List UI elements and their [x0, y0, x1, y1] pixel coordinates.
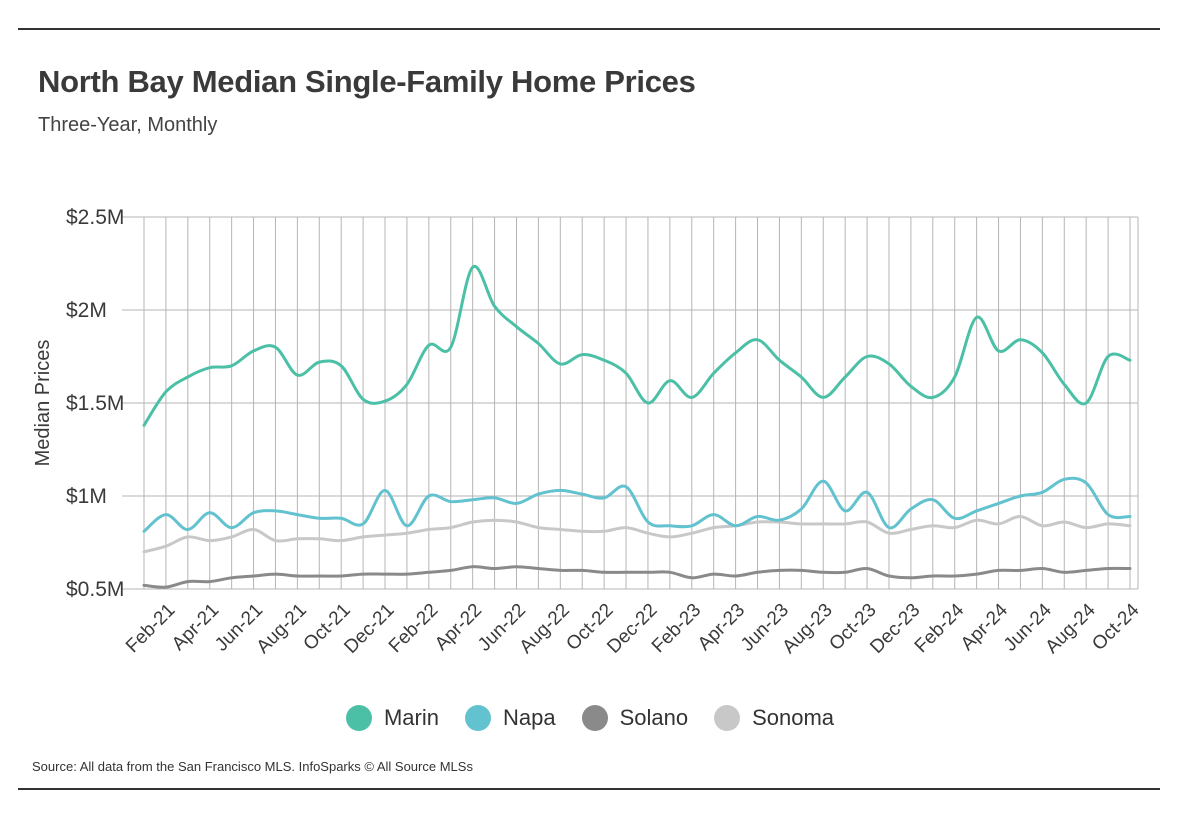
- y-axis-label: Median Prices: [32, 340, 54, 467]
- chart-legend: Marin Napa Solano Sonoma: [0, 705, 1180, 731]
- chart-subtitle: Three-Year, Monthly: [38, 114, 218, 136]
- series-line-solano: [142, 565, 1132, 589]
- x-tick-label: Feb-21: [122, 600, 179, 657]
- y-tick-label: $1.5M: [66, 392, 124, 415]
- y-tick-label: $2.5M: [66, 206, 124, 229]
- x-tick-label: Dec-23: [866, 600, 924, 658]
- series-line-napa: [142, 476, 1132, 533]
- legend-item-napa: Napa: [464, 705, 556, 731]
- chart-title: North Bay Median Single-Family Home Pric…: [38, 64, 696, 99]
- legend-label: Sonoma: [752, 705, 835, 730]
- x-tick-label: Feb-24: [911, 599, 969, 657]
- x-tick-label: Aug-22: [516, 600, 574, 658]
- x-tick-label: Apr-23: [694, 600, 749, 655]
- x-tick-label: Feb-23: [648, 600, 705, 657]
- legend-item-solano: Solano: [581, 705, 689, 731]
- x-tick-label: Apr-21: [168, 600, 223, 655]
- x-axis-ticks: Feb-21Apr-21Jun-21Aug-21Oct-21Dec-21Feb-…: [122, 599, 1144, 657]
- y-axis-ticks: $0.5M $1M $1.5M $2M $2.5M: [66, 206, 124, 601]
- legend-label: Napa: [502, 705, 556, 730]
- source-note: Source: All data from the San Francisco …: [32, 759, 473, 774]
- x-tick-label: Apr-24: [957, 599, 1012, 654]
- x-tick-label: Aug-23: [779, 600, 837, 658]
- y-tick-label: $2M: [66, 299, 107, 322]
- legend-item-sonoma: Sonoma: [714, 705, 834, 731]
- x-tick-label: Aug-24: [1042, 599, 1100, 657]
- grid-lines: [122, 216, 1139, 590]
- legend-label: Solano: [619, 705, 689, 730]
- x-tick-label: Dec-21: [340, 600, 398, 658]
- legend-item-marin: Marin: [345, 705, 439, 731]
- bottom-rule: [18, 788, 1160, 790]
- x-tick-label: Aug-21: [253, 600, 311, 658]
- legend-swatch: [345, 705, 372, 731]
- x-tick-label: Dec-22: [603, 600, 661, 658]
- y-tick-label: $1M: [66, 485, 107, 508]
- x-tick-label: Apr-22: [431, 600, 486, 655]
- top-rule: [18, 28, 1160, 30]
- legend-swatch: [714, 705, 741, 731]
- series-line-marin: [142, 265, 1132, 427]
- legend-swatch: [464, 705, 491, 731]
- series-lines: [142, 265, 1132, 589]
- legend-swatch: [581, 705, 608, 731]
- x-tick-label: Oct-24: [1088, 599, 1143, 654]
- y-tick-label: $0.5M: [66, 578, 124, 601]
- x-tick-label: Feb-22: [385, 600, 442, 657]
- legend-label: Marin: [383, 705, 439, 730]
- series-line-sonoma: [142, 515, 1132, 554]
